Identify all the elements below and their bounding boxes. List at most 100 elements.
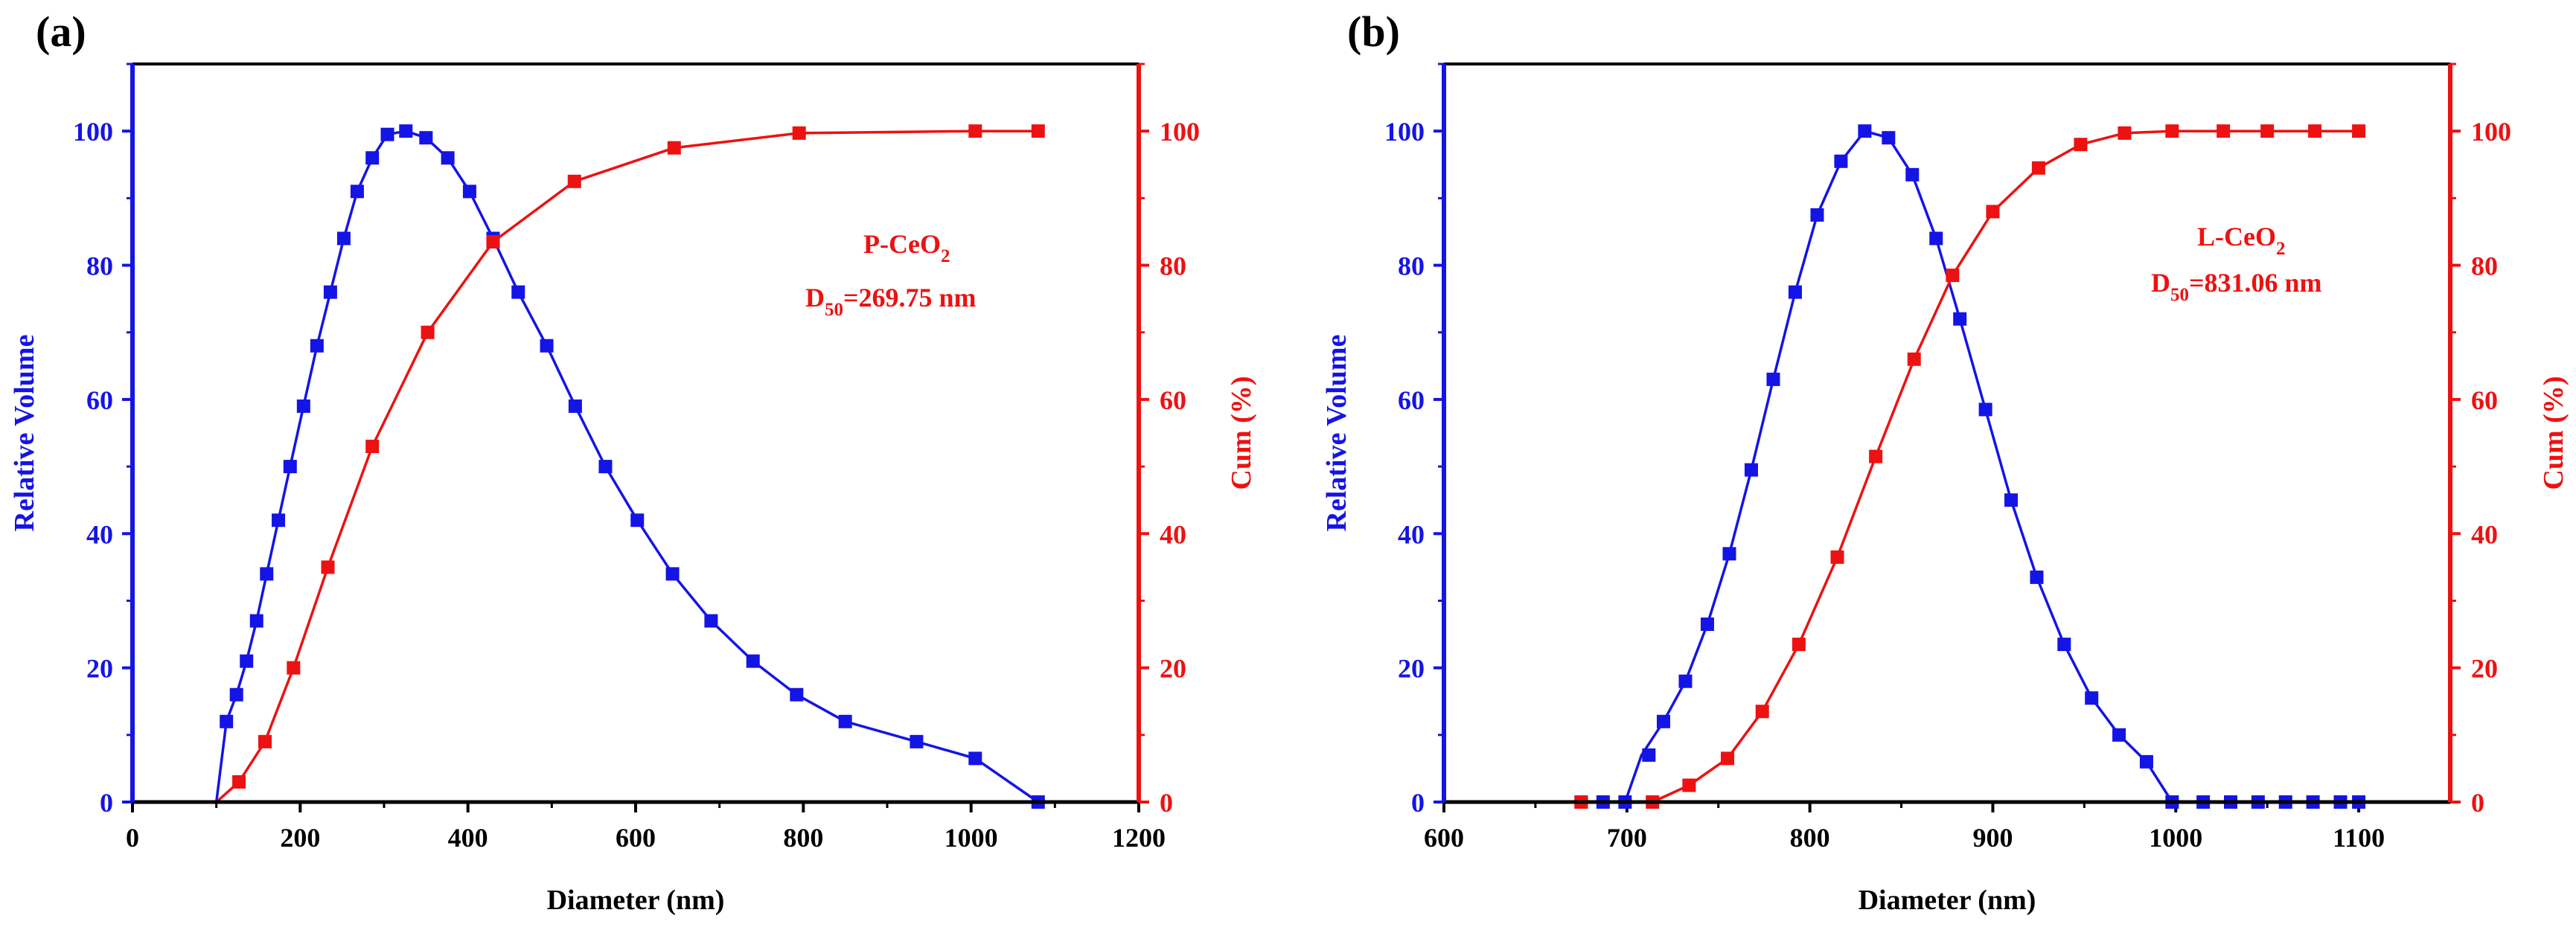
- y2-axis-label-b: Cum (%): [2538, 376, 2569, 490]
- relative-volume-point: [2030, 570, 2044, 584]
- relative-volume-curve-a: [132, 129, 1039, 804]
- relative-volume-point: [399, 124, 413, 138]
- cumulative-point: [1755, 705, 1769, 719]
- relative-volume-point: [746, 654, 760, 668]
- relative-volume-point: [249, 614, 263, 628]
- y-tick-label: 20: [1398, 654, 1425, 684]
- cumulative-point: [1986, 205, 2000, 219]
- y-tick-label: 40: [86, 519, 113, 549]
- relative-volume-point: [2057, 638, 2071, 652]
- cumulative-point: [2352, 124, 2366, 138]
- relative-volume-point: [910, 734, 924, 748]
- cumulative-point: [1830, 550, 1844, 564]
- sample-annotation-b: L-CeO2: [2197, 222, 2285, 259]
- cumulative-point: [287, 661, 301, 675]
- x-tick-label: 1100: [2333, 823, 2385, 853]
- y2-tick-labels-b: 0 20 40 60 80 100: [2471, 117, 2511, 818]
- x-tick-label: 800: [1790, 823, 1830, 853]
- x-tick-label: 600: [616, 823, 656, 853]
- relative-volume-point: [283, 460, 297, 474]
- relative-volume-point: [665, 567, 680, 581]
- y2-tick-label: 0: [1160, 788, 1173, 818]
- relative-volume-point: [1929, 231, 1943, 246]
- y-tick-label: 0: [100, 788, 113, 818]
- relative-volume-point: [511, 285, 525, 299]
- relative-volume-point: [598, 460, 613, 474]
- x-tick-label: 1200: [1112, 823, 1166, 853]
- cumulative-point: [2260, 124, 2275, 138]
- relative-volume-point: [540, 339, 554, 353]
- x-tick-label: 0: [126, 823, 139, 853]
- y-tick-label: 60: [1398, 385, 1425, 415]
- d50-prefix-b: D: [2151, 268, 2170, 298]
- cumulative-point: [1907, 352, 1921, 366]
- cumulative-point: [232, 775, 246, 789]
- relative-volume-point: [704, 614, 718, 628]
- y-tick-label: 0: [1411, 788, 1425, 818]
- y2-tick-label: 20: [1160, 654, 1186, 684]
- relative-volume-point: [1656, 714, 1670, 728]
- d50-value-b: =831.06 nm: [2189, 268, 2322, 298]
- cumulative-point: [365, 440, 380, 454]
- cumulative-point: [2308, 124, 2322, 138]
- y-tick-label: 40: [1398, 519, 1425, 549]
- relative-volume-point: [1905, 167, 1920, 182]
- y2-tick-label: 20: [2471, 654, 2498, 684]
- cumulative-curve-a: [132, 129, 1038, 804]
- cumulative-point: [2118, 126, 2132, 140]
- relative-volume-point: [220, 714, 234, 728]
- d50-value-a: =269.75 nm: [843, 283, 977, 312]
- cumulative-point: [258, 734, 272, 748]
- relative-volume-point: [1766, 372, 1780, 386]
- sample-name-a: P-CeO: [863, 229, 941, 259]
- cumulative-point: [1682, 778, 1696, 792]
- cumulative-point: [667, 141, 681, 155]
- cumulative-point: [792, 126, 806, 140]
- relative-volume-point: [336, 231, 351, 246]
- cumulative-point: [2165, 124, 2179, 138]
- sample-subscript-b: 2: [2276, 239, 2286, 259]
- y2-tick-label: 60: [1160, 385, 1186, 415]
- cumulative-point: [1031, 124, 1045, 138]
- y-tick-labels-b: 0 20 40 60 80 100: [1384, 117, 1425, 818]
- d50-subscript-b: 50: [2170, 285, 2189, 305]
- cumulative-markers-a: [232, 124, 1045, 789]
- relative-volume-point: [1953, 312, 1967, 326]
- x-tick-label: 1000: [2149, 823, 2202, 853]
- y2-tick-labels-a: 0 20 40 60 80 100: [1160, 117, 1200, 818]
- y-tick-label: 80: [1398, 251, 1425, 281]
- relative-volume-point: [1722, 547, 1736, 561]
- x-tick-label: 1000: [945, 823, 998, 853]
- relative-volume-point: [350, 185, 364, 199]
- y2-tick-label: 0: [2471, 788, 2484, 818]
- relative-volume-point: [568, 399, 582, 413]
- relative-volume-point: [2004, 493, 2019, 507]
- x-tick-label: 900: [1972, 823, 2013, 853]
- y-tick-labels-a: 0 20 40 60 80 100: [73, 117, 113, 818]
- sample-annotation-a: P-CeO2: [863, 229, 950, 266]
- relative-volume-point: [2085, 691, 2099, 705]
- y2-tick-label: 40: [1160, 519, 1186, 549]
- relative-volume-point: [2139, 754, 2153, 769]
- cumulative-point: [1869, 449, 1883, 464]
- y2-tick-label: 80: [2471, 251, 2498, 281]
- ticks-a: [122, 62, 1149, 812]
- y2-tick-label: 100: [2471, 117, 2511, 147]
- ticks-b: [1434, 62, 2461, 812]
- y2-tick-label: 100: [1160, 117, 1200, 147]
- y-tick-label: 100: [73, 117, 113, 147]
- d50-prefix-a: D: [805, 283, 825, 312]
- panel-label-b: (b): [1347, 7, 1400, 56]
- relative-volume-markers-a: [220, 124, 1045, 809]
- cumulative-point: [1792, 638, 1806, 652]
- sample-subscript-a: 2: [941, 246, 950, 266]
- cumulative-point: [2031, 161, 2045, 175]
- cumulative-point: [1721, 751, 1735, 766]
- y2-tick-label: 40: [2471, 519, 2498, 549]
- relative-volume-point: [1642, 748, 1656, 762]
- cumulative-point: [1946, 269, 1960, 283]
- relative-volume-point: [323, 285, 337, 299]
- relative-volume-point: [1700, 618, 1714, 632]
- relative-volume-point: [310, 339, 324, 353]
- relative-volume-point: [272, 513, 286, 527]
